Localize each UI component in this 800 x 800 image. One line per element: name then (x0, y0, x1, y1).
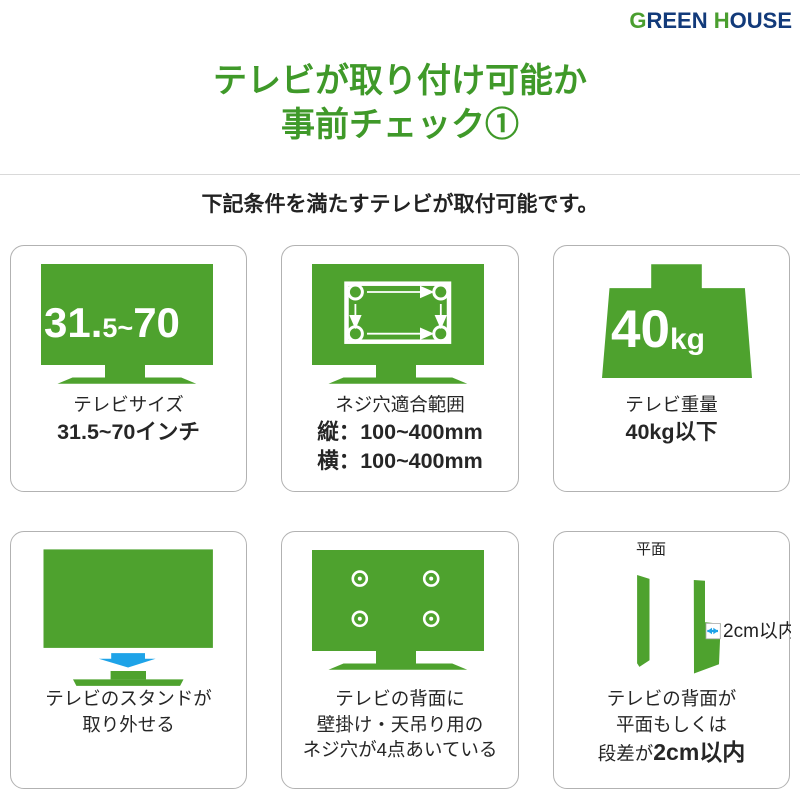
svg-text:2cm以内: 2cm以内 (723, 620, 791, 642)
svg-text:平面: 平面 (636, 541, 666, 558)
